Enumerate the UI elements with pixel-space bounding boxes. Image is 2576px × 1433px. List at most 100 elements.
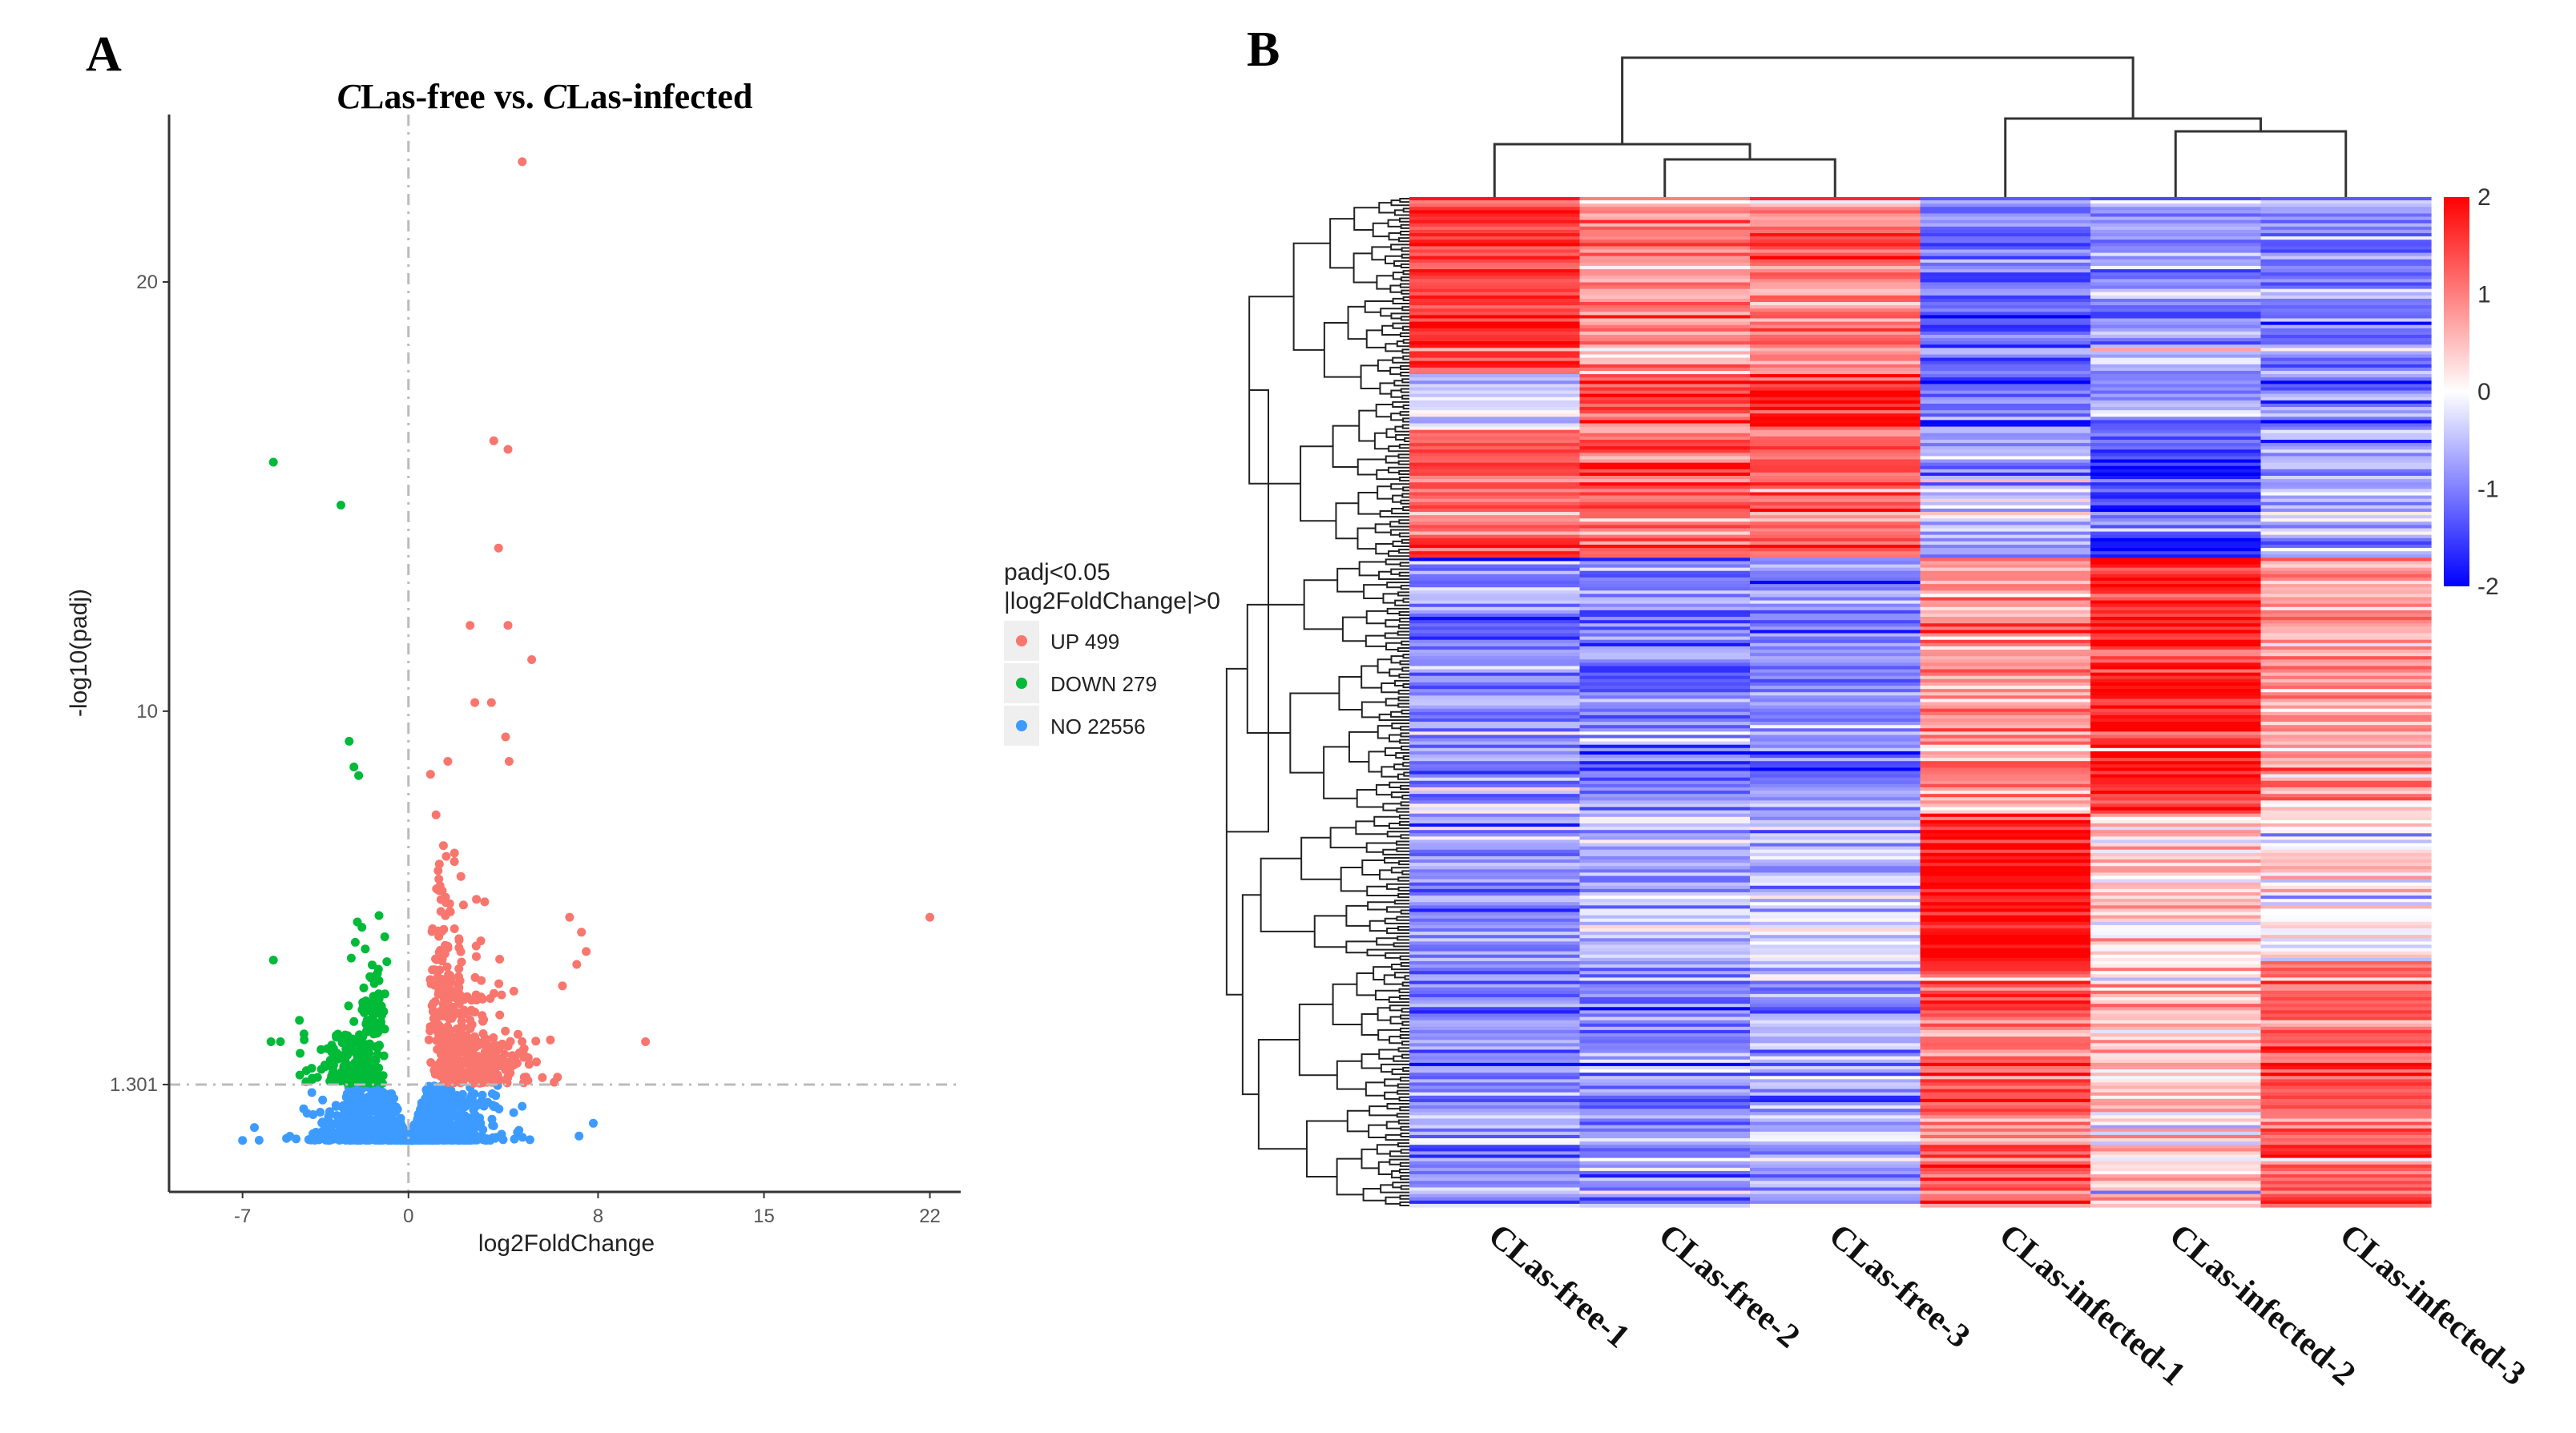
dendrogram-branch bbox=[1260, 857, 1315, 932]
heatmap-cell bbox=[1920, 305, 2091, 309]
heatmap-cell bbox=[1750, 879, 1921, 884]
heatmap-cell bbox=[1409, 200, 1581, 204]
heatmap-cell bbox=[2260, 256, 2432, 260]
heatmap-cell bbox=[1579, 600, 1751, 605]
heatmap-cell bbox=[1409, 649, 1581, 654]
heatmap-cell bbox=[1750, 1154, 1921, 1159]
heatmap-cell bbox=[2090, 269, 2262, 273]
heatmap-cell bbox=[2090, 859, 2262, 863]
volcano-point-down bbox=[373, 1049, 382, 1059]
heatmap-cell bbox=[1750, 1029, 1921, 1034]
heatmap-cell bbox=[2260, 1145, 2432, 1149]
heatmap-cell bbox=[1409, 531, 1581, 536]
heatmap-cell bbox=[1409, 1105, 1581, 1109]
heatmap-cell bbox=[1750, 525, 1921, 529]
volcano-point-down bbox=[369, 1077, 379, 1087]
heatmap-cell bbox=[1579, 843, 1751, 847]
dendrogram-branch bbox=[1393, 679, 1409, 687]
heatmap-cell bbox=[1750, 951, 1921, 956]
heatmap-cell bbox=[2090, 498, 2262, 503]
dendrogram-branch bbox=[1369, 920, 1388, 932]
heatmap-cell bbox=[2090, 1043, 2262, 1047]
heatmap-cell bbox=[1750, 711, 1921, 716]
heatmap-cell bbox=[1920, 407, 2091, 411]
heatmap-cell bbox=[1579, 367, 1751, 372]
heatmap-cell bbox=[2090, 741, 2262, 746]
heatmap-cell bbox=[1750, 846, 1921, 851]
volcano-point-up bbox=[506, 1037, 515, 1046]
heatmap-cell bbox=[1750, 678, 1921, 683]
heatmap-cell bbox=[2260, 374, 2432, 378]
heatmap-cell bbox=[1579, 501, 1751, 506]
heatmap-cell bbox=[1409, 554, 1581, 558]
heatmap-cell bbox=[2260, 512, 2432, 516]
volcano-point-down bbox=[362, 1056, 372, 1065]
volcano-point-up bbox=[514, 1029, 522, 1039]
heatmap-cell bbox=[2090, 1203, 2262, 1208]
volcano-point-down bbox=[370, 1027, 380, 1037]
heatmap-cell bbox=[2260, 594, 2432, 598]
heatmap-cell bbox=[2260, 272, 2432, 276]
heatmap-cell bbox=[1409, 678, 1581, 683]
heatmap-cell bbox=[1409, 905, 1581, 910]
heatmap-cell bbox=[1579, 1069, 1751, 1073]
heatmap-cell bbox=[2260, 348, 2432, 352]
heatmap-cell bbox=[1409, 689, 1581, 693]
dendrogram-branch bbox=[1385, 1133, 1409, 1141]
heatmap-cell bbox=[1920, 669, 2091, 674]
dendrogram-branch bbox=[1402, 755, 1409, 761]
heatmap-cell bbox=[1579, 639, 1751, 644]
heatmap-cell bbox=[2090, 200, 2262, 204]
heatmap-cell bbox=[2260, 764, 2432, 768]
heatmap-cell bbox=[1920, 433, 2091, 437]
heatmap-cell bbox=[2260, 885, 2432, 890]
heatmap-cell bbox=[1920, 819, 2091, 824]
dendrogram-branch bbox=[1365, 634, 1387, 647]
heatmap-cell bbox=[1920, 869, 2091, 873]
heatmap-cell bbox=[1920, 1151, 2091, 1156]
heatmap-cell bbox=[1409, 1115, 1581, 1120]
heatmap-cell bbox=[1409, 1131, 1581, 1136]
heatmap-cell bbox=[1750, 1026, 1921, 1031]
heatmap-cell bbox=[1579, 990, 1751, 995]
heatmap-cell bbox=[2260, 980, 2432, 985]
heatmap-cell bbox=[2090, 315, 2262, 320]
heatmap-cell bbox=[2090, 377, 2262, 381]
heatmap-cell bbox=[2090, 400, 2262, 405]
heatmap-cell bbox=[2260, 859, 2432, 863]
heatmap-cell bbox=[2090, 1092, 2262, 1097]
volcano-point-up bbox=[466, 621, 475, 630]
heatmap-cell bbox=[2090, 554, 2262, 558]
heatmap-cell bbox=[1750, 548, 1921, 552]
heatmap-cell bbox=[1579, 360, 1751, 365]
volcano-point-no bbox=[354, 1119, 364, 1128]
heatmap-cell bbox=[1920, 324, 2091, 329]
heatmap-cell bbox=[2090, 334, 2262, 339]
volcano-point-up bbox=[480, 897, 490, 907]
heatmap-cell bbox=[1409, 666, 1581, 670]
heatmap-cell bbox=[2260, 908, 2432, 913]
heatmap-cell bbox=[2090, 312, 2262, 316]
dendrogram-branch bbox=[1402, 598, 1409, 603]
volcano-point-down bbox=[332, 1031, 341, 1041]
dendrogram-branch bbox=[1400, 364, 1409, 370]
heatmap-cell bbox=[2090, 714, 2262, 719]
volcano-point-no bbox=[525, 1135, 534, 1145]
volcano-point-up bbox=[430, 996, 440, 1006]
heatmap-cell bbox=[1579, 570, 1751, 575]
heatmap-cell bbox=[2090, 675, 2262, 680]
heatmap-cell bbox=[1579, 393, 1751, 398]
heatmap-cell bbox=[1920, 964, 2091, 968]
heatmap-cell bbox=[1579, 819, 1751, 824]
heatmap-cell bbox=[1750, 1076, 1921, 1080]
dendrogram-branch bbox=[1356, 972, 1376, 996]
heatmap-cell bbox=[1579, 482, 1751, 486]
heatmap-cell bbox=[1579, 282, 1751, 287]
heatmap-cell bbox=[1750, 594, 1921, 598]
heatmap-cell bbox=[2090, 1085, 2262, 1090]
heatmap-cell bbox=[1579, 1181, 1751, 1185]
heatmap-cell bbox=[1409, 777, 1581, 782]
heatmap-cell bbox=[1579, 1049, 1751, 1054]
heatmap-cell bbox=[2090, 417, 2262, 421]
heatmap-cell bbox=[2090, 413, 2262, 417]
